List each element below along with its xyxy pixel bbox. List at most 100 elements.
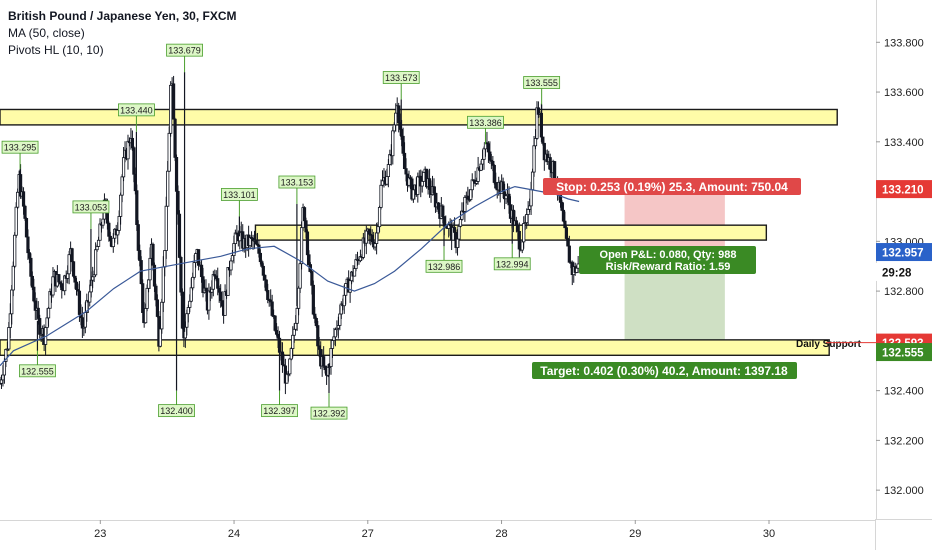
candle-body: [401, 135, 405, 154]
candle-body: [176, 190, 180, 215]
candle-body: [311, 284, 315, 315]
candle-body: [469, 189, 473, 200]
candle-body: [107, 222, 111, 237]
candle-body: [488, 151, 492, 161]
candle-body: [332, 336, 336, 341]
pivots-indicator-label[interactable]: Pivots HL (10, 10): [8, 43, 104, 57]
candle-body: [146, 279, 151, 289]
candle-body: [522, 223, 526, 243]
candle-body: [298, 263, 302, 289]
pivot-label-box: [493, 257, 531, 271]
candle-body: [299, 227, 304, 265]
pivot-label: 132.986: [428, 262, 461, 272]
candle-body: [575, 267, 579, 273]
candle-body: [323, 365, 327, 371]
x-tick-label: 24: [228, 528, 240, 540]
candle-body: [436, 202, 441, 210]
candle-body: [482, 148, 486, 160]
candle-body: [288, 358, 292, 375]
candle-body: [230, 255, 235, 262]
candle-body: [211, 274, 215, 290]
candle-body: [189, 287, 193, 302]
candle-body: [14, 206, 18, 236]
candle-body: [457, 225, 461, 240]
candle-body: [375, 232, 379, 244]
candle-body: [317, 345, 321, 350]
candle-body: [289, 348, 293, 360]
candle-body: [330, 340, 335, 349]
open-pnl-text: Open P&L: 0.080, Qty: 988: [600, 249, 737, 261]
candle-body: [185, 313, 189, 328]
candle-body: [270, 301, 274, 316]
candle-body: [305, 231, 310, 256]
candle-body: [154, 285, 158, 301]
candle-body: [29, 257, 33, 277]
target-badge: [532, 362, 797, 379]
candle-body: [504, 195, 508, 200]
candle-body: [333, 329, 338, 338]
candle-body: [83, 312, 87, 328]
position-badge: [579, 246, 756, 274]
candle-body: [117, 215, 121, 231]
candle-body: [373, 243, 377, 248]
candle-body: [138, 250, 142, 261]
candle-body: [226, 267, 230, 296]
candle-body: [179, 257, 183, 293]
pivot-label: 132.392: [313, 409, 346, 419]
candle-body: [420, 180, 424, 187]
candle-body: [264, 279, 268, 291]
candle-body: [376, 226, 380, 234]
candle-body: [73, 275, 77, 283]
ma-indicator-label[interactable]: MA (50, close): [8, 26, 85, 40]
pivot-label: 132.994: [496, 259, 529, 269]
stop-badge: [543, 178, 801, 195]
candle-body: [88, 291, 92, 303]
candle-body: [533, 137, 538, 147]
candle-body: [344, 283, 348, 296]
candle-body: [291, 334, 295, 349]
candle-body: [257, 244, 261, 254]
candle-body: [263, 274, 267, 281]
zone-resistance: [0, 108, 838, 126]
candle-body: [46, 307, 51, 319]
candle-body: [191, 276, 195, 289]
candle-body: [294, 322, 298, 330]
candle-body: [116, 230, 120, 236]
candle-body: [379, 184, 383, 208]
candle-body: [416, 176, 420, 195]
candle-body: [322, 356, 326, 367]
candle-body: [10, 289, 14, 315]
pivot-label: 133.440: [120, 105, 153, 115]
candle-body: [563, 220, 567, 229]
candle-body: [126, 140, 130, 160]
candle-body: [486, 143, 491, 153]
candle-body: [380, 180, 385, 186]
candle-body: [402, 152, 407, 170]
candle-body: [411, 189, 415, 200]
candle-body: [526, 208, 530, 215]
pivot-label: 133.555: [525, 78, 558, 88]
candle-body: [548, 157, 552, 170]
candle-body: [108, 235, 112, 242]
zone-support: [0, 339, 830, 356]
candle-body: [119, 194, 123, 217]
candle-body: [492, 164, 496, 183]
price-label-box: [876, 180, 932, 199]
x-tick-label: 30: [763, 528, 775, 540]
candle-body: [45, 317, 49, 328]
candle-body: [70, 248, 74, 263]
pivot-label-box: [166, 43, 203, 57]
candle-body: [120, 176, 124, 196]
candle-body: [285, 373, 289, 384]
candle-body: [130, 137, 135, 149]
pivot-label-box: [220, 188, 258, 201]
candle-body: [516, 224, 520, 232]
candle-body: [354, 259, 358, 269]
candle-body: [310, 271, 314, 286]
candle-body: [404, 168, 408, 175]
candle-body: [16, 191, 20, 208]
candle-body: [391, 130, 395, 157]
candle-body: [561, 209, 566, 222]
